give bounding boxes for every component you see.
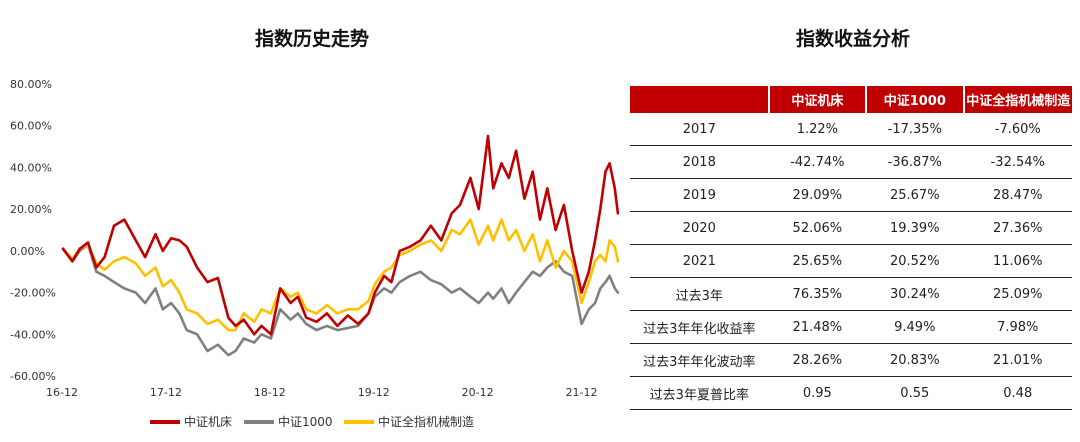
cell-machine-tool: 29.09% [768,178,867,212]
header-csi1000: 中证1000 [866,86,965,113]
cell-csi1000: 30.24% [866,277,964,311]
header-blank [630,86,770,113]
series-line-0 [61,134,620,336]
y-tick-label: 80.00% [10,78,52,91]
cell-csi1000: 20.52% [866,244,964,278]
cell-full-mech: -7.60% [963,113,1072,146]
table-header-row: 中证机床 中证1000 中证全指机械制造 [630,86,1072,113]
row-label: 2018 [630,145,769,179]
table-row: 过去3年年化波动率 28.26% 20.83% 21.01% [630,343,1072,377]
y-tick-label: 60.00% [10,120,52,133]
row-label: 过去3年夏普比率 [630,376,769,410]
row-label: 2019 [630,178,769,212]
row-label: 2020 [630,211,769,245]
row-label: 2021 [630,244,769,278]
cell-csi1000: 19.39% [866,211,964,245]
cell-full-mech: 11.06% [963,244,1072,278]
cell-full-mech: -32.54% [963,145,1072,179]
table-row: 2018 -42.74% -36.87% -32.54% [630,145,1072,179]
y-tick-label: 0.00% [10,245,45,258]
cell-full-mech: 0.48 [963,376,1072,410]
series-line-1 [61,243,620,357]
x-tick-label: 19-12 [358,386,390,399]
cell-csi1000: 25.67% [866,178,964,212]
row-label: 过去3年年化收益率 [630,310,769,344]
table-title: 指数收益分析 [796,28,911,50]
cell-full-mech: 25.09% [963,277,1072,311]
cell-full-mech: 27.36% [963,211,1072,245]
y-tick-label: 40.00% [10,161,52,174]
legend-label: 中证全指机械制造 [378,414,474,429]
cell-full-mech: 7.98% [963,310,1072,344]
table-row: 2017 1.22% -17.35% -7.60% [630,113,1072,146]
table-row: 2020 52.06% 19.39% 27.36% [630,211,1072,245]
cell-csi1000: 9.49% [866,310,964,344]
series-line-2 [61,218,620,332]
x-tick-label: 16-12 [46,386,78,399]
row-label: 过去3年 [630,277,769,311]
x-tick-label: 21-12 [566,386,598,399]
returns-table: 中证机床 中证1000 中证全指机械制造 2017 1.22% -17.35% … [630,86,1072,410]
header-full-mech: 中证全指机械制造 [963,86,1072,113]
row-label: 2017 [630,113,769,146]
y-tick-label: -60.00% [10,370,56,383]
chart-title: 指数历史走势 [255,28,370,50]
header-machine-tool: 中证机床 [768,86,868,113]
cell-machine-tool: 21.48% [768,310,867,344]
table-row: 过去3年 76.35% 30.24% 25.09% [630,277,1072,311]
cell-machine-tool: 28.26% [768,343,867,377]
cell-csi1000: 20.83% [866,343,964,377]
table-row: 过去3年年化收益率 21.48% 9.49% 7.98% [630,310,1072,344]
line-chart: 80.00% 60.00% 40.00% 20.00% 0.00% -20.00% -40.… [10,78,620,429]
x-tick-label: 17-12 [150,386,182,399]
cell-machine-tool: 1.22% [768,113,867,146]
legend-label: 中证机床 [184,414,232,429]
cell-csi1000: -36.87% [866,145,964,179]
x-tick-label: 20-12 [462,386,494,399]
y-tick-label: -40.00% [10,328,56,341]
table-row: 过去3年夏普比率 0.95 0.55 0.48 [630,376,1072,410]
table-row: 2019 29.09% 25.67% 28.47% [630,178,1072,212]
cell-full-mech: 21.01% [963,343,1072,377]
cell-machine-tool: 76.35% [768,277,867,311]
cell-csi1000: -17.35% [866,113,964,146]
cell-machine-tool: 52.06% [768,211,867,245]
cell-csi1000: 0.55 [866,376,964,410]
y-tick-label: 20.00% [10,203,52,216]
cell-machine-tool: 25.65% [768,244,867,278]
x-tick-label: 18-12 [254,386,286,399]
row-label: 过去3年年化波动率 [630,343,769,377]
y-tick-label: -20.00% [10,287,56,300]
cell-machine-tool: -42.74% [768,145,867,179]
cell-machine-tool: 0.95 [768,376,867,410]
table-row: 2021 25.65% 20.52% 11.06% [630,244,1072,278]
legend-label: 中证1000 [278,414,333,429]
cell-full-mech: 28.47% [963,178,1072,212]
